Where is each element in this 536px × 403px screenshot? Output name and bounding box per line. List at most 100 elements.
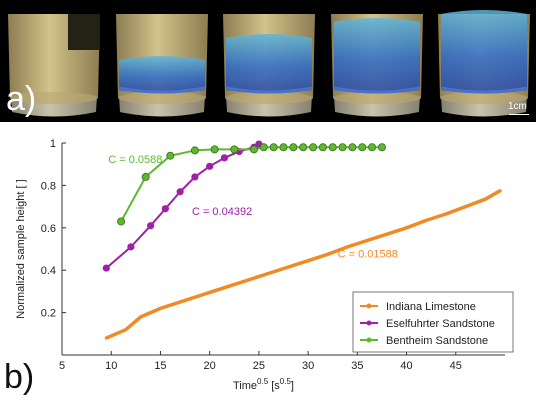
- data-point: [377, 143, 386, 152]
- data-point: [139, 315, 143, 319]
- y-tick-label: 0.4: [41, 265, 56, 277]
- rate-annotation: C = 0.04392: [192, 206, 252, 218]
- y-tick-label: 0.2: [41, 308, 56, 320]
- legend-box: [352, 291, 514, 353]
- data-point: [358, 143, 367, 152]
- sample-5: [438, 10, 530, 117]
- data-point: [117, 217, 126, 226]
- fluid-front-lower: [333, 86, 421, 94]
- data-point: [147, 222, 155, 230]
- data-point: [191, 173, 199, 181]
- data-point: [338, 143, 347, 152]
- sample-notch: [68, 14, 100, 50]
- rate-annotation: C = 0.01588: [338, 248, 398, 260]
- sample-rim: [333, 92, 421, 104]
- imbibed-fluid: [334, 18, 420, 94]
- x-axis-label: Time0.5 [s0.5]: [233, 377, 294, 392]
- legend-swatch-marker: [366, 303, 372, 309]
- legend-label: Indiana Limestone: [386, 301, 476, 313]
- y-axis-label: Normalized sample height [ ]: [15, 179, 27, 318]
- data-point: [190, 146, 199, 155]
- x-tick-label: 15: [154, 360, 166, 372]
- data-point: [309, 143, 318, 152]
- data-point: [289, 143, 298, 152]
- sample-2: [116, 14, 208, 117]
- data-point: [149, 311, 153, 315]
- data-point: [259, 143, 268, 152]
- data-point: [348, 143, 357, 152]
- x-tick-label: 45: [450, 360, 462, 372]
- fluid-front-lower: [225, 86, 313, 94]
- data-point: [306, 259, 310, 263]
- chart: 5 10 15 20 25 30 35 40 45 0.2 0.4 0.6 0.8 1 Normalized…: [15, 138, 514, 392]
- sample-4: [331, 14, 423, 117]
- data-point: [365, 238, 369, 243]
- data-point: [166, 151, 175, 160]
- data-point: [104, 336, 108, 340]
- data-point: [385, 232, 389, 236]
- x-tick-label: 20: [204, 360, 216, 372]
- data-point: [483, 197, 487, 201]
- series-bentheim-sandstone: C = 0.0588: [108, 143, 386, 226]
- data-point: [286, 265, 291, 269]
- x-tick-label: 40: [400, 360, 412, 372]
- series-indiana-limestone: C = 0.01588: [104, 189, 502, 340]
- data-point: [404, 226, 409, 230]
- data-point: [249, 145, 258, 154]
- legend-label: Eselfuhrter Sandstone: [386, 318, 495, 330]
- data-point: [178, 300, 182, 304]
- data-point: [424, 218, 428, 222]
- imbibed-fluid: [226, 34, 312, 94]
- series-line: [105, 189, 501, 340]
- data-point: [188, 297, 192, 301]
- y-tick-label: 1: [50, 138, 56, 150]
- sample-rim: [118, 92, 206, 104]
- legend-item: Indiana Limestone: [360, 301, 476, 313]
- data-point: [498, 189, 502, 193]
- sample-rim: [440, 92, 528, 104]
- y-tick-label: 0.8: [41, 180, 56, 192]
- data-point: [127, 243, 135, 251]
- fluid-front-lower: [440, 86, 528, 94]
- data-point: [444, 212, 448, 216]
- imbibed-fluid: [441, 10, 527, 94]
- legend-label: Bentheim Sandstone: [386, 335, 488, 347]
- x-tick-label: 35: [351, 360, 363, 372]
- sample-rim: [225, 92, 313, 104]
- data-point: [206, 162, 214, 170]
- panel-b-label: b): [4, 358, 35, 396]
- scale-bar: [509, 114, 529, 115]
- data-point: [161, 205, 169, 213]
- fluid-front-lower: [118, 86, 206, 94]
- data-point: [227, 284, 231, 288]
- data-point: [141, 172, 150, 181]
- y-tick-label: 0.6: [41, 223, 56, 235]
- data-point: [279, 143, 288, 152]
- imbibed-fluid: [119, 56, 205, 94]
- panel-a-photo-strip: a) 1cm: [0, 0, 536, 122]
- data-point: [220, 154, 229, 162]
- rate-annotation: C = 0.0588: [108, 154, 162, 166]
- panel-a-label: a): [6, 80, 37, 118]
- sample-1: [8, 14, 100, 117]
- x-tick-label: 5: [59, 360, 65, 372]
- data-point: [129, 323, 133, 327]
- data-point: [326, 252, 330, 256]
- data-point: [464, 205, 468, 209]
- legend-item: Eselfuhrter Sandstone: [360, 318, 495, 330]
- legend-item: Bentheim Sandstone: [360, 335, 488, 347]
- data-point: [345, 245, 350, 249]
- data-point: [168, 303, 172, 307]
- data-point: [114, 332, 118, 336]
- x-tick-label: 10: [105, 360, 117, 372]
- data-point: [158, 306, 163, 310]
- data-point: [318, 143, 327, 152]
- data-point: [198, 294, 202, 298]
- data-point: [328, 143, 337, 152]
- scale-bar-label: 1cm: [508, 101, 527, 112]
- data-point: [299, 143, 308, 152]
- data-point: [210, 145, 219, 154]
- data-point: [247, 278, 251, 282]
- data-point: [134, 319, 138, 323]
